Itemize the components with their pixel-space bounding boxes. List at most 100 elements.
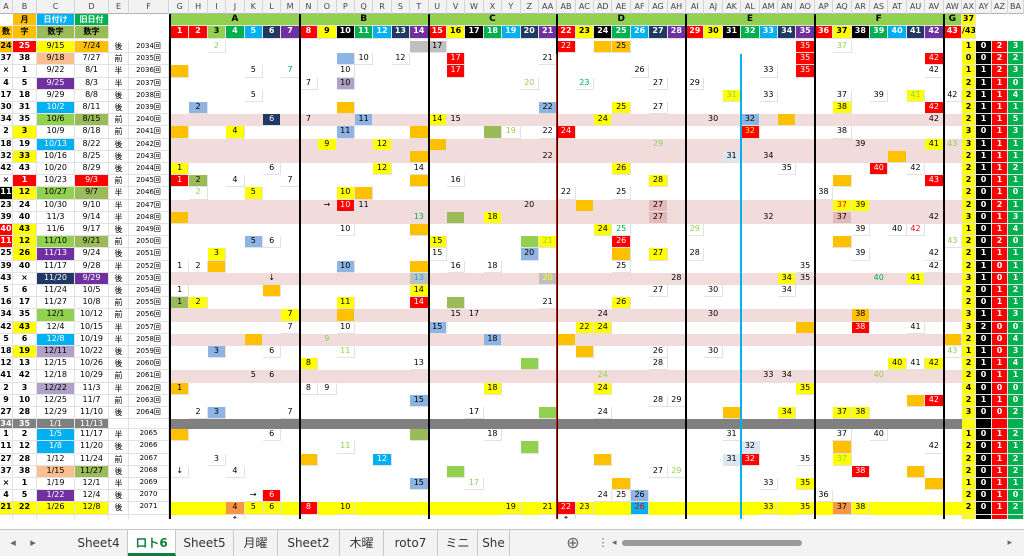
number-cell[interactable]: 32	[741, 114, 760, 127]
count-cell[interactable]: 0	[1008, 394, 1024, 407]
count-cell[interactable]: 1	[992, 187, 1008, 200]
number-cell[interactable]: 7	[281, 175, 300, 188]
cell-c[interactable]: 10/2	[37, 102, 75, 115]
column-letter[interactable]: AX	[962, 0, 976, 14]
number-cell[interactable]: 13	[410, 211, 429, 224]
number-cell[interactable]: 22	[538, 126, 558, 139]
cell-a[interactable]: 37	[0, 53, 13, 66]
cell-d[interactable]	[75, 514, 109, 519]
cell-a[interactable]: 37	[0, 465, 13, 478]
count-cell[interactable]: 1	[992, 126, 1008, 139]
number-cell[interactable]: 35	[796, 53, 815, 66]
cell-d[interactable]: 10/5	[75, 285, 109, 298]
number-cell[interactable]: 35	[796, 478, 815, 491]
count-cell[interactable]: 3	[1008, 41, 1024, 54]
count-cell[interactable]: 4	[1008, 333, 1024, 346]
cell-a[interactable]: 34	[0, 419, 13, 430]
number-cell[interactable]: 4	[226, 126, 245, 139]
count-cell[interactable]	[992, 514, 1008, 519]
number-cell[interactable]: 35	[796, 453, 815, 466]
cell-e[interactable]: 前	[109, 309, 129, 322]
count-cell[interactable]: 1	[1008, 297, 1024, 310]
column-letter[interactable]: H	[189, 0, 208, 14]
count-cell[interactable]: 3	[1008, 126, 1024, 139]
number-cell[interactable]	[943, 333, 962, 346]
number-cell[interactable]: 24	[594, 224, 613, 237]
number-cell[interactable]: 33	[759, 502, 779, 515]
cell-e[interactable]: 後	[109, 272, 129, 285]
number-cell[interactable]: 9	[318, 382, 337, 395]
number-cell[interactable]: 39	[851, 224, 871, 237]
cell-e[interactable]: 前	[109, 394, 129, 407]
number-cell[interactable]: 26	[612, 297, 631, 310]
cell-a[interactable]: 5	[0, 285, 13, 298]
cell-e[interactable]: 前	[109, 236, 129, 249]
number-cell[interactable]: 37	[833, 502, 852, 515]
number-cell[interactable]: 32	[741, 453, 760, 466]
count-cell[interactable]: 0	[992, 260, 1008, 273]
cell-c[interactable]: 1/1	[37, 419, 75, 430]
count-cell[interactable]: 1	[976, 260, 992, 273]
cell-a[interactable]: 2	[0, 382, 13, 395]
count-cell[interactable]: 0	[976, 478, 992, 491]
count-cell[interactable]: 2	[1008, 453, 1024, 466]
number-cell[interactable]: 33	[759, 65, 779, 78]
cell-e[interactable]: 前	[109, 175, 129, 188]
number-cell[interactable]: 42	[925, 114, 944, 127]
number-cell[interactable]: 32	[741, 126, 760, 139]
count-cell[interactable]: 3	[1008, 65, 1024, 78]
number-cell[interactable]: 30	[704, 346, 723, 359]
cell-d[interactable]: 11/3	[75, 382, 109, 395]
cell-c[interactable]: 12/8	[37, 333, 75, 346]
cell-f[interactable]: 2050回	[129, 236, 169, 249]
number-cell[interactable]: 23	[575, 77, 595, 90]
column-letter[interactable]: I	[208, 0, 227, 14]
number-cell[interactable]	[244, 333, 263, 346]
cell-a[interactable]: ×	[0, 65, 13, 78]
count-cell[interactable]: 1	[962, 478, 976, 491]
number-cell[interactable]: 24	[594, 490, 613, 503]
cell-c[interactable]: 11/20	[37, 272, 75, 285]
cell-a[interactable]: 34	[0, 309, 13, 322]
number-cell[interactable]: 39	[851, 248, 871, 261]
cell-f[interactable]: 2041回	[129, 126, 169, 139]
column-letter[interactable]: AY	[976, 0, 992, 14]
cell-d[interactable]: 9/28	[75, 260, 109, 273]
number-cell[interactable]	[833, 236, 852, 249]
column-letter[interactable]: AQ	[833, 0, 852, 14]
column-letter[interactable]: J	[226, 0, 245, 14]
count-cell[interactable]: 0	[976, 175, 992, 188]
column-letter[interactable]: AE	[612, 0, 631, 14]
number-cell[interactable]: 33	[759, 478, 779, 491]
count-cell[interactable]: 1	[976, 346, 992, 359]
cell-f[interactable]: 2036回	[129, 65, 169, 78]
cell-b[interactable]: 1	[13, 175, 37, 188]
count-cell[interactable]: 1	[992, 478, 1008, 491]
cell-c[interactable]: 10/13	[37, 138, 75, 151]
count-cell[interactable]: 2	[962, 77, 976, 90]
count-cell[interactable]: 2	[962, 502, 976, 515]
number-cell[interactable]: 33	[759, 89, 779, 102]
count-cell[interactable]: 2	[992, 236, 1008, 249]
cell-b[interactable]: 6	[13, 333, 37, 346]
count-cell[interactable]: 0	[1008, 382, 1024, 395]
number-cell[interactable]: 27	[649, 211, 668, 224]
number-cell[interactable]: 3	[207, 407, 227, 420]
horizontal-scrollbar[interactable]: ◂ ▸	[612, 538, 1012, 548]
number-cell[interactable]: 41	[925, 138, 944, 151]
cell-b[interactable]: 12	[13, 441, 37, 454]
number-cell[interactable]: 20	[520, 199, 539, 212]
number-cell[interactable]: 42	[925, 53, 944, 66]
number-cell[interactable]: 34	[778, 272, 797, 285]
cell-d[interactable]: 11/10	[75, 407, 109, 420]
number-cell[interactable]: 27	[649, 248, 668, 261]
number-cell[interactable]	[262, 285, 282, 298]
number-cell[interactable]: 2	[189, 407, 208, 420]
count-cell[interactable]: 4	[1008, 358, 1024, 371]
count-cell[interactable]: 2	[962, 187, 976, 200]
number-cell[interactable]: 26	[630, 65, 650, 78]
count-cell[interactable]: 0	[976, 236, 992, 249]
number-cell[interactable]: 26	[649, 346, 668, 359]
number-cell[interactable]: 40	[888, 358, 907, 371]
number-cell[interactable]: 34	[759, 150, 779, 163]
